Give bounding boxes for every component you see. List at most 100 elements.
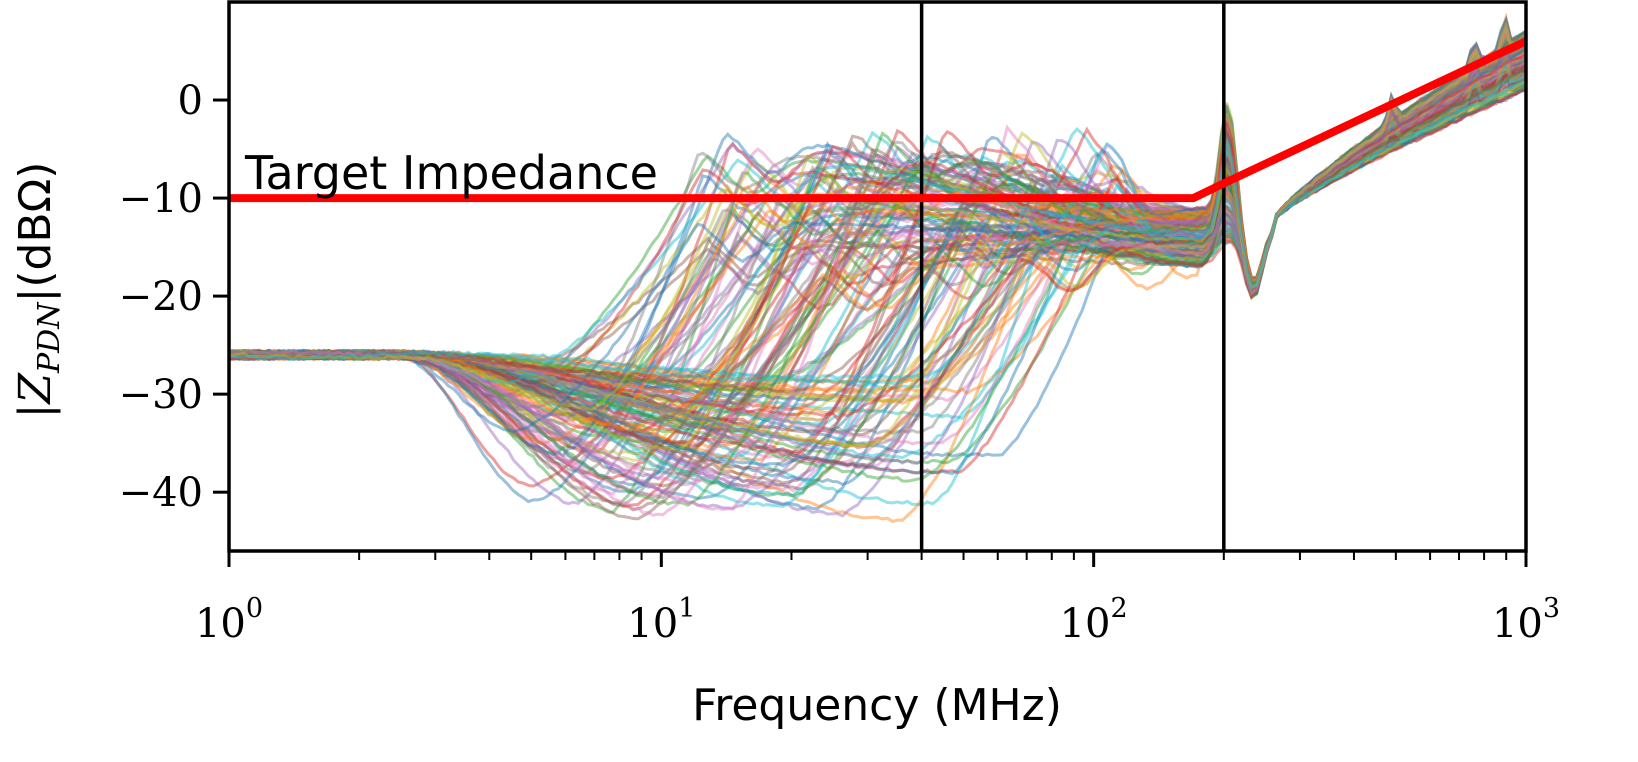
ensemble-curve	[229, 26, 1526, 410]
ensemble-curve	[229, 20, 1526, 458]
ensemble-curve	[229, 78, 1526, 460]
ensemble-curve	[229, 52, 1526, 507]
x-tick-label: 102	[1060, 593, 1128, 647]
ensemble-curve	[229, 48, 1526, 500]
ensemble-curve	[229, 31, 1526, 496]
ensemble-curve	[229, 62, 1526, 518]
target-impedance-label: Target Impedance	[244, 146, 658, 200]
y-axis-label-sub: PDN	[32, 301, 67, 374]
ensemble-curve	[229, 52, 1526, 396]
ensemble-curve	[229, 20, 1526, 390]
ensemble-curve	[229, 84, 1526, 524]
ensemble-curve	[229, 23, 1526, 405]
ensemble-curve	[229, 69, 1526, 393]
ensemble-curve	[229, 68, 1526, 394]
ensemble-curve	[229, 45, 1526, 474]
ensemble-curve	[229, 73, 1526, 510]
ensemble-curve	[229, 62, 1526, 405]
ensemble-curve	[229, 74, 1526, 478]
ensemble-curve	[229, 35, 1526, 433]
ensemble-curve	[229, 28, 1526, 433]
ensemble-curve	[229, 82, 1526, 423]
ensemble-curve	[229, 47, 1526, 485]
ensemble-curve	[229, 54, 1526, 448]
ensemble-curve	[229, 50, 1526, 447]
ensemble-curve	[229, 21, 1526, 393]
ensemble-curve	[229, 61, 1526, 487]
ensemble-curve	[229, 27, 1526, 514]
ensemble-curve	[229, 55, 1526, 448]
ensemble-curve	[229, 55, 1526, 412]
ensemble-curve	[229, 59, 1526, 483]
ensemble-curve	[229, 52, 1526, 391]
x-tick-label: 101	[627, 593, 695, 647]
ensemble-curve	[229, 63, 1526, 382]
ensemble-curve	[229, 46, 1526, 488]
ensemble-curve	[229, 48, 1526, 459]
target-impedance-line	[229, 37, 1528, 203]
ensemble-curve	[229, 43, 1526, 465]
ensemble-curve	[229, 42, 1526, 467]
ensemble-curve	[229, 41, 1526, 465]
ensemble-curve	[229, 31, 1526, 384]
plot-frame	[227, 0, 1528, 553]
ensemble-curve	[229, 67, 1526, 389]
y-tick-label: −30	[119, 372, 203, 418]
ensemble-curve	[229, 67, 1526, 454]
ensemble-curve	[229, 80, 1526, 445]
ensemble-curve	[229, 51, 1526, 394]
ensemble-curve	[229, 58, 1526, 435]
ensemble-curve	[229, 28, 1526, 435]
svg-text:|ZPDN|(dBΩ): |ZPDN|(dBΩ)	[10, 162, 67, 419]
ensemble-curve	[229, 43, 1526, 412]
ensemble-curve	[229, 56, 1526, 420]
ensemble-curve	[229, 55, 1526, 420]
ensemble-curve	[229, 56, 1526, 476]
ensemble-curve	[229, 65, 1526, 399]
ensemble-curve	[229, 88, 1526, 488]
ensemble-curve	[229, 15, 1526, 500]
ensemble-curve	[229, 46, 1526, 434]
overlay-lines	[229, 2, 1528, 551]
ensemble-curve	[229, 46, 1526, 411]
ensemble-curve	[229, 49, 1526, 381]
ensemble-curve	[229, 51, 1526, 466]
ensemble-curve	[229, 34, 1526, 422]
ensemble-curve	[229, 24, 1526, 454]
ensemble-curve	[229, 61, 1526, 487]
ensemble-curve	[229, 64, 1526, 441]
ensemble-curve	[229, 54, 1526, 448]
x-tick-label: 100	[195, 593, 263, 647]
ensemble-curve	[229, 31, 1526, 507]
ensemble-curve	[229, 85, 1526, 498]
ensemble-curve	[229, 52, 1526, 480]
ensemble-curve	[229, 89, 1526, 448]
ensemble-curve	[229, 39, 1526, 399]
ensemble-curve	[229, 76, 1526, 415]
ensemble-curve	[229, 69, 1526, 504]
ensemble-curve	[229, 73, 1526, 444]
ensemble-curves	[229, 12, 1526, 524]
ensemble-curve	[229, 41, 1526, 507]
ensemble-curve	[229, 14, 1526, 468]
ensemble-curve	[229, 78, 1526, 497]
ensemble-curve	[229, 44, 1526, 508]
ensemble-curve	[229, 52, 1526, 437]
ensemble-curve	[229, 53, 1526, 462]
ensemble-curve	[229, 35, 1526, 434]
ensemble-curve	[229, 66, 1526, 493]
ensemble-curve	[229, 41, 1526, 465]
ensemble-curve	[229, 39, 1526, 488]
ensemble-curve	[229, 60, 1526, 444]
ensemble-curve	[229, 43, 1526, 413]
y-axis-label-unit: |(dBΩ)	[10, 162, 61, 303]
ensemble-curve	[229, 44, 1526, 449]
ensemble-curve	[229, 61, 1526, 389]
x-axis-label: Frequency (MHz)	[692, 680, 1062, 731]
ensemble-curve	[229, 55, 1526, 455]
ensemble-curve	[229, 80, 1526, 453]
ensemble-curve	[229, 58, 1526, 430]
ensemble-curve	[229, 41, 1526, 506]
ensemble-curve	[229, 12, 1526, 386]
